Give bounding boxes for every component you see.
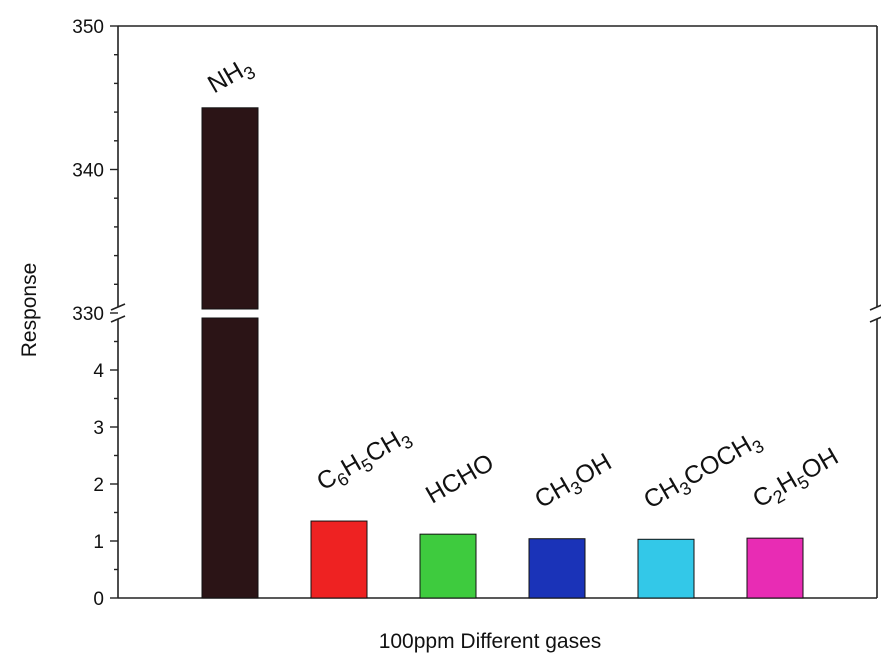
y-tick-label: 0 [93,589,104,610]
bar-nh3 [201,107,259,599]
bars [201,107,804,599]
axis-break-mark-right-top [869,304,881,311]
bar-ch3oh [528,538,586,599]
axis-break-mark-right-bottom [869,316,881,323]
bar-nh3-upper [201,107,259,310]
y-tick-label: 4 [93,361,104,382]
bar-label-nh3: NH3 [203,52,259,103]
bar-label-ch3oh: CH3OH [530,448,618,518]
axis-break-mark-left [110,303,126,323]
bar-c2h5oh [746,537,804,599]
bar-nh3-lower [201,317,259,599]
y-tick-label: 330 [72,304,104,325]
y-axis-title: Response [18,263,41,358]
bar-label-hcho: HCHO [421,448,499,509]
bar-label-c6h5ch3: C6H5CH3 [312,421,417,500]
bar-ch3coch3 [637,538,695,599]
y-tick-label: 340 [72,161,104,182]
y-tick-label: 1 [93,532,104,553]
axis-break-mark-left-bottom [110,315,126,323]
axis-break-mark-right [869,304,881,323]
x-axis-title: 100ppm Different gases [379,630,602,653]
y-tick-label: 2 [93,475,104,496]
y-tick-label: 350 [72,17,104,38]
y-axis-ticks: 0 1 2 3 4 330 340 350 [72,17,118,610]
bar-c6h5ch3 [310,520,368,599]
bar-hcho [419,533,477,599]
axis-break-mark-left-top [110,303,126,311]
y-tick-label: 3 [93,418,104,439]
bar-label-ch3coch3: CH3COCH3 [639,425,767,518]
